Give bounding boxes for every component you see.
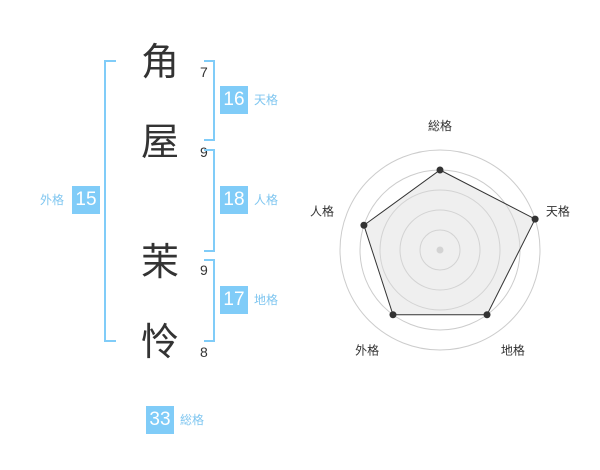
gaikaku-label: 外格 xyxy=(40,193,65,207)
radar-axis-label: 地格 xyxy=(501,342,525,357)
name-char-4: 怜 xyxy=(140,320,179,364)
radar-axis-label: 天格 xyxy=(546,204,570,219)
tenkaku-value: 16 xyxy=(220,86,248,114)
radar-axis-label: 人格 xyxy=(310,204,334,219)
radar-axis-label: 外格 xyxy=(355,342,379,357)
radar-ring xyxy=(419,229,461,271)
chikaku-value: 17 xyxy=(220,286,248,314)
gaikaku-bracket xyxy=(104,60,116,342)
radar-point xyxy=(389,311,397,319)
jinkaku-value: 18 xyxy=(220,186,248,214)
radar-point xyxy=(360,221,368,229)
stroke-count-2: 9 xyxy=(200,144,208,160)
chikaku-label: 地格 xyxy=(254,293,279,307)
stroke-count-1: 7 xyxy=(200,64,208,80)
tenkaku-label: 天格 xyxy=(254,93,279,107)
chikaku-bracket xyxy=(204,259,215,342)
jinkaku-label: 人格 xyxy=(254,193,279,207)
radar-area xyxy=(363,169,536,316)
radar-ring xyxy=(379,189,501,311)
name-char-1: 角 xyxy=(140,40,179,84)
name-char-2: 屋 xyxy=(140,120,179,164)
radar-point xyxy=(531,215,539,223)
stroke-count-3: 9 xyxy=(200,262,208,278)
radar-point xyxy=(483,311,491,319)
soukaku-label: 総格 xyxy=(180,413,205,427)
soukaku-value: 33 xyxy=(146,406,174,434)
radar-center xyxy=(436,246,444,254)
gaikaku-value: 15 xyxy=(72,186,100,214)
radar-ring xyxy=(399,209,481,291)
radar-ring xyxy=(339,149,541,351)
radar-point xyxy=(436,166,444,174)
tenkaku-bracket xyxy=(204,60,215,141)
radar-axis-label: 総格 xyxy=(428,118,452,133)
jinkaku-bracket xyxy=(204,149,215,252)
stroke-count-4: 8 xyxy=(200,344,208,360)
name-char-3: 茉 xyxy=(140,240,179,284)
